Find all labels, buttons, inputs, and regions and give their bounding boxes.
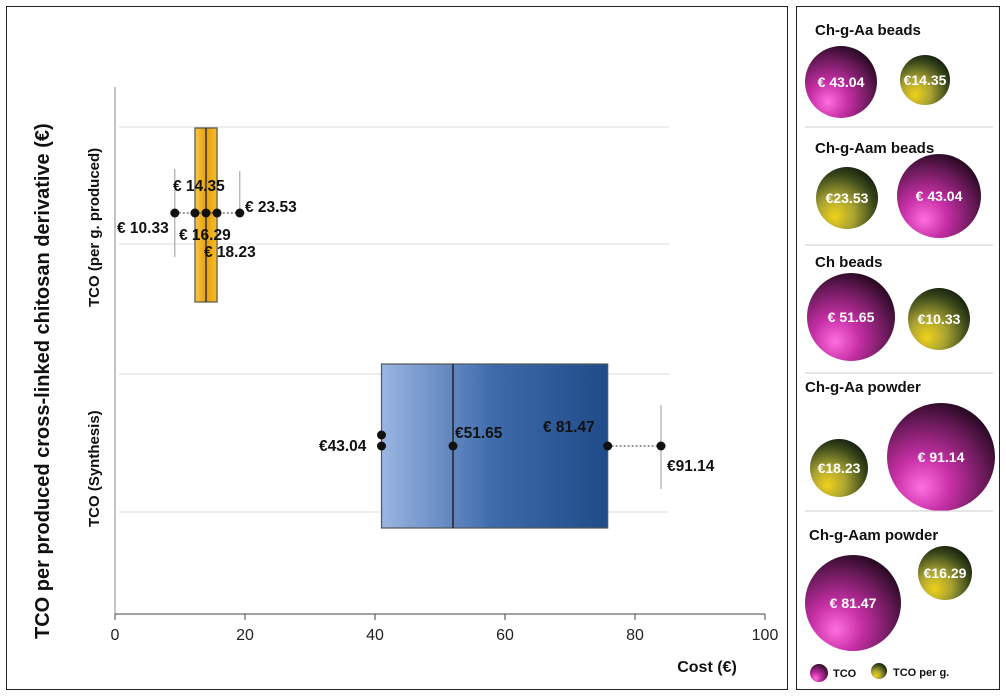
per-g-bubble — [816, 167, 878, 229]
x-tick-label: 100 — [752, 627, 779, 644]
bubble-panel: Ch-g-Aa beads € 43.04 €14.35 Ch-g-Aam beads… — [805, 22, 995, 682]
data-label: € 14.35 — [173, 178, 225, 195]
tco-bubble — [807, 273, 895, 361]
section-title: Ch-g-Aam powder — [809, 527, 938, 544]
legend-tco-label: TCO — [833, 668, 857, 680]
section-title: Ch-g-Aam beads — [815, 140, 934, 157]
legend-per-g-label: TCO per g. — [893, 667, 949, 679]
category-label-per-g: TCO (per g. produced) — [86, 148, 103, 307]
data-point — [235, 208, 245, 218]
bubble-label: € 81.47 — [830, 595, 877, 611]
y-axis-title: TCO per produced cross-linked chitosan d… — [32, 123, 54, 639]
data-label: € 81.47 — [543, 419, 595, 436]
category-label-synthesis: TCO (Synthesis) — [86, 410, 103, 527]
data-label: €91.14 — [667, 458, 715, 475]
data-point — [190, 208, 200, 218]
tco-bubble — [805, 46, 877, 118]
tco-bubble — [887, 403, 995, 511]
data-point — [212, 208, 222, 218]
data-point — [603, 441, 613, 451]
data-label: €43.04 — [319, 438, 367, 455]
bubble-label: €10.33 — [918, 311, 961, 327]
bubble-label: €16.29 — [924, 565, 967, 581]
bubble-label: €14.35 — [904, 72, 947, 88]
data-point — [448, 441, 458, 451]
data-point — [170, 208, 180, 218]
box-synthesis — [380, 363, 609, 529]
tco-bubble — [897, 154, 981, 238]
bubble-label: € 51.65 — [828, 309, 875, 325]
section-title: Ch-g-Aa beads — [815, 22, 921, 39]
data-label: €51.65 — [455, 425, 503, 442]
data-label: € 23.53 — [245, 199, 297, 216]
data-label: € 16.29 — [179, 227, 231, 244]
boxplot-chart: 0 20 40 60 80 100 Cost (€) TCO per produced cro… — [32, 87, 779, 676]
section-title: Ch-g-Aa powder — [805, 379, 921, 396]
x-tick-label: 60 — [496, 627, 514, 644]
data-label: € 18.23 — [204, 244, 256, 261]
chart-panel: 0 20 40 60 80 100 Cost (€) TCO per produced cro… — [6, 6, 788, 690]
data-point — [656, 441, 666, 451]
bubble-label: €23.53 — [826, 190, 869, 206]
x-tick-label: 20 — [236, 627, 254, 644]
x-tick-label: 40 — [366, 627, 384, 644]
legend-tco-swatch — [810, 664, 828, 682]
data-point — [377, 441, 386, 451]
bubble-legend-panel: Ch-g-Aa beads € 43.04 €14.35 Ch-g-Aam beads… — [796, 6, 1000, 690]
section-title: Ch beads — [815, 254, 883, 271]
per-g-bubble — [908, 288, 970, 350]
data-point — [201, 208, 211, 218]
x-axis-title: Cost (€) — [677, 659, 737, 676]
bubble-label: € 91.14 — [918, 449, 965, 465]
tco-bubble — [805, 555, 901, 651]
legend-per-g-swatch — [871, 663, 887, 679]
per-g-bubble — [918, 546, 972, 600]
per-g-bubble — [810, 439, 868, 497]
x-tick-label: 0 — [111, 627, 120, 644]
per-g-bubble — [900, 55, 950, 105]
data-point — [377, 430, 386, 440]
bubble-label: €18.23 — [818, 460, 861, 476]
bubble-label: € 43.04 — [818, 74, 865, 90]
bubble-label: € 43.04 — [916, 188, 963, 204]
x-tick-label: 80 — [626, 627, 644, 644]
data-label: € 10.33 — [117, 220, 169, 237]
